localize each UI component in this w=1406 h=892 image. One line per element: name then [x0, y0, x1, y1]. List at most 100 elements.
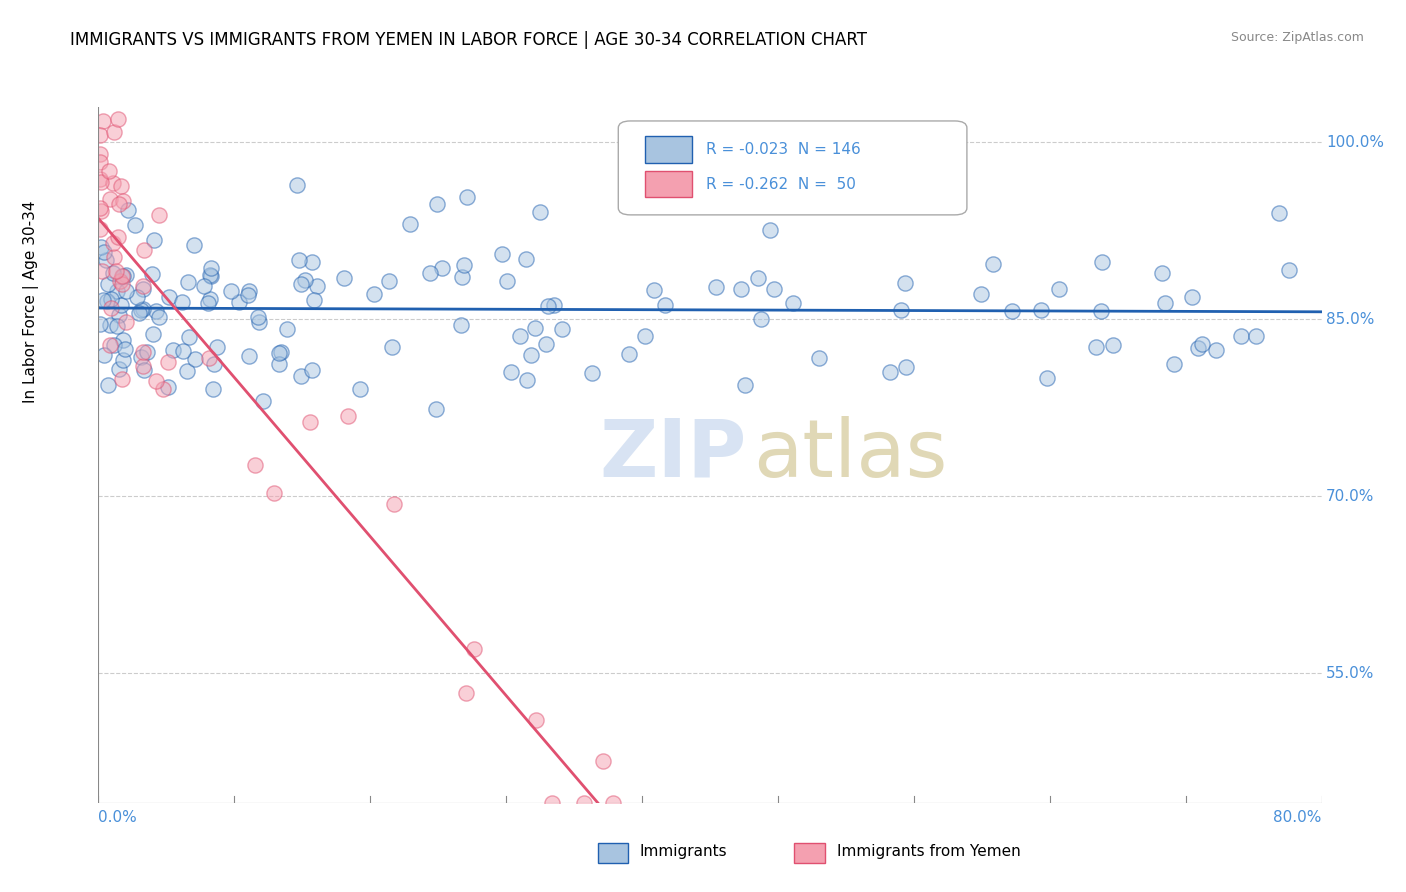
Point	[94, 252, 117, 267]
Point	[524, 321, 547, 335]
Point	[145, 303, 167, 318]
Text: IMMIGRANTS VS IMMIGRANTS FROM YEMEN IN LABOR FORCE | AGE 30-34 CORRELATION CHART: IMMIGRANTS VS IMMIGRANTS FROM YEMEN IN L…	[70, 31, 868, 49]
Point	[170, 295, 193, 310]
Point	[524, 713, 547, 727]
Point	[749, 311, 772, 326]
Point	[101, 235, 124, 250]
Point	[763, 282, 786, 296]
Text: In Labor Force | Age 30-34: In Labor Force | Age 30-34	[22, 201, 39, 403]
Text: 0.0%: 0.0%	[98, 810, 138, 825]
Point	[100, 293, 122, 307]
Point	[456, 190, 478, 204]
Point	[202, 357, 225, 371]
Point	[463, 641, 485, 656]
Point	[156, 379, 179, 393]
Point	[89, 317, 111, 331]
Point	[363, 287, 385, 301]
Point	[1267, 206, 1289, 220]
Point	[426, 197, 449, 211]
Point	[453, 258, 475, 272]
Point	[893, 276, 915, 290]
Point	[89, 146, 111, 161]
Point	[90, 204, 112, 219]
Point	[162, 343, 184, 358]
Point	[114, 268, 136, 282]
Point	[759, 223, 782, 237]
Point	[634, 329, 657, 343]
Text: Immigrants from Yemen: Immigrants from Yemen	[837, 845, 1021, 859]
Point	[107, 197, 129, 211]
Point	[93, 348, 115, 362]
Point	[112, 194, 135, 208]
Point	[132, 301, 155, 316]
Point	[516, 372, 538, 386]
Point	[1036, 371, 1059, 385]
Point	[263, 486, 285, 500]
Point	[551, 322, 574, 336]
Point	[294, 273, 316, 287]
Point	[1187, 341, 1209, 355]
Point	[285, 178, 308, 193]
Point	[581, 366, 603, 380]
Point	[249, 316, 271, 330]
Point	[1090, 304, 1112, 318]
Text: Immigrants: Immigrants	[640, 845, 727, 859]
Point	[97, 377, 120, 392]
Point	[747, 270, 769, 285]
Point	[894, 360, 917, 375]
Point	[1150, 266, 1173, 280]
Point	[287, 252, 309, 267]
Point	[1031, 302, 1053, 317]
Bar	[645, 171, 692, 197]
Point	[509, 329, 531, 343]
Text: R = -0.262  N =  50: R = -0.262 N = 50	[706, 177, 856, 192]
Point	[336, 409, 359, 423]
Point	[496, 274, 519, 288]
Point	[654, 136, 676, 150]
Point	[141, 268, 163, 282]
Point	[110, 277, 132, 291]
Point	[98, 164, 121, 178]
Point	[91, 264, 114, 278]
Point	[107, 112, 129, 126]
Point	[176, 364, 198, 378]
Point	[382, 497, 405, 511]
Point	[132, 243, 155, 257]
Point	[399, 217, 422, 231]
Point	[89, 154, 111, 169]
Point	[110, 274, 132, 288]
Point	[89, 172, 111, 186]
Point	[290, 277, 312, 291]
Point	[90, 240, 112, 254]
Point	[782, 296, 804, 310]
Point	[124, 219, 146, 233]
Point	[112, 333, 135, 347]
Point	[148, 310, 170, 324]
Point	[305, 278, 328, 293]
Point	[193, 279, 215, 293]
Point	[236, 288, 259, 302]
Point	[499, 365, 522, 379]
Text: 100.0%: 100.0%	[1326, 135, 1385, 150]
Point	[129, 350, 152, 364]
Point	[135, 344, 157, 359]
Point	[183, 237, 205, 252]
Point	[128, 306, 150, 320]
Point	[807, 351, 830, 365]
Point	[534, 337, 557, 351]
Point	[706, 280, 728, 294]
Point	[143, 233, 166, 247]
Point	[115, 315, 138, 329]
Point	[381, 340, 404, 354]
Point	[425, 401, 447, 416]
Point	[117, 203, 139, 218]
Point	[103, 125, 125, 139]
Point	[110, 298, 132, 312]
Point	[89, 222, 111, 236]
Point	[269, 357, 291, 371]
Point	[98, 318, 121, 332]
Point	[378, 274, 401, 288]
Point	[96, 294, 118, 309]
Point	[520, 348, 543, 362]
Point	[198, 292, 221, 306]
